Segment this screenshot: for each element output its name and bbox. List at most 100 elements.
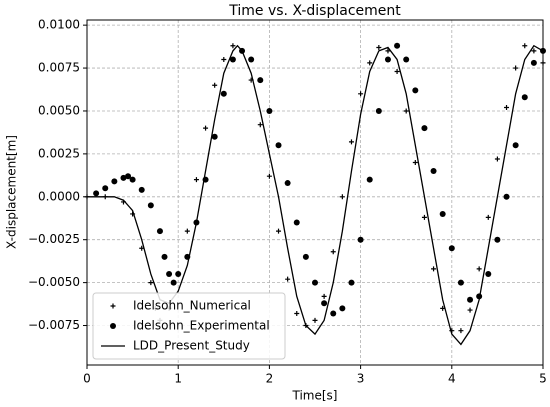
dot-marker: [302, 253, 309, 260]
plus-marker: [203, 125, 209, 131]
plus-marker: [285, 276, 291, 282]
dot-marker: [293, 219, 300, 226]
plus-marker: [367, 60, 373, 66]
dot-marker: [366, 176, 373, 183]
plus-marker: [321, 293, 327, 299]
dot-marker: [156, 228, 163, 235]
plus-marker: [221, 56, 227, 62]
dot-marker: [448, 245, 455, 252]
dot-marker: [375, 107, 382, 114]
dot-marker: [321, 300, 328, 307]
dot-marker: [439, 210, 446, 217]
dot-marker: [275, 142, 282, 149]
plus-marker: [385, 48, 391, 54]
y-tick-label: −0.0025: [28, 232, 80, 246]
plus-marker: [376, 44, 382, 50]
plus-marker: [485, 214, 491, 220]
dot-marker: [503, 193, 510, 200]
y-tick-label: −0.0075: [28, 318, 80, 332]
x-tick-label: 3: [357, 372, 365, 386]
dot-marker: [138, 186, 145, 193]
plus-marker: [513, 65, 519, 71]
plus-marker: [403, 108, 409, 114]
dot-marker: [284, 180, 291, 187]
dot-marker: [93, 190, 100, 197]
legend-label: Idelsohn_Numerical: [133, 299, 251, 313]
plus-marker: [257, 122, 263, 128]
dot-marker: [161, 253, 168, 260]
plus-marker: [266, 173, 272, 179]
plus-marker: [148, 280, 154, 286]
plus-marker: [348, 139, 354, 145]
x-tick-label: 1: [174, 372, 182, 386]
dot-marker: [248, 56, 255, 63]
x-tick-label: 2: [266, 372, 274, 386]
y-tick-label: 0.0050: [38, 103, 80, 117]
dot-marker: [129, 176, 136, 183]
dot-marker: [421, 125, 428, 132]
plus-marker: [276, 228, 282, 234]
dot-marker: [430, 168, 437, 175]
plus-marker: [184, 228, 190, 234]
dot-marker: [348, 279, 355, 286]
dot-marker: [394, 42, 401, 49]
dot-marker: [175, 271, 182, 278]
legend-dot: [110, 323, 116, 329]
dot-marker: [467, 296, 474, 303]
plus-marker: [476, 266, 482, 272]
plus-marker: [294, 311, 300, 317]
x-tick-label: 5: [539, 372, 547, 386]
dot-marker: [257, 77, 264, 84]
x-axis-label: Time[s]: [292, 389, 338, 403]
plus-marker: [458, 328, 464, 334]
plus-marker: [312, 317, 318, 323]
plus-marker: [339, 194, 345, 200]
dot-marker: [357, 236, 364, 243]
dot-marker: [530, 59, 537, 66]
dot-marker: [312, 279, 318, 286]
y-tick-label: 0.0000: [38, 189, 80, 203]
y-axis-label: X-displacement[m]: [5, 135, 19, 249]
y-tick-label: 0.0025: [38, 146, 80, 160]
dot-marker: [211, 133, 218, 140]
dot-marker: [166, 271, 173, 278]
dot-marker: [384, 56, 391, 63]
plus-marker: [494, 156, 500, 162]
plus-marker: [421, 214, 427, 220]
legend-label: LDD_Present_Study: [133, 339, 250, 353]
dot-marker: [494, 236, 501, 243]
plot-area: [84, 42, 546, 346]
dot-marker: [457, 279, 464, 286]
dot-marker: [339, 305, 346, 312]
axes-frame: [86, 19, 544, 366]
plus-marker: [358, 91, 364, 97]
plus-marker: [412, 159, 418, 165]
dot-marker: [170, 279, 177, 286]
plus-marker: [193, 177, 199, 183]
y-tick-label: 0.0075: [38, 61, 80, 75]
plus-marker: [467, 307, 473, 313]
dot-marker: [147, 202, 154, 209]
y-tick-label: −0.0050: [28, 275, 80, 289]
plus-marker: [394, 68, 400, 74]
plus-marker: [212, 82, 218, 88]
plus-marker: [504, 105, 510, 111]
dot-marker: [120, 174, 127, 181]
dot-marker: [220, 90, 227, 97]
plus-marker: [230, 43, 236, 49]
dot-marker: [125, 173, 132, 180]
x-tick-label: 4: [448, 372, 456, 386]
x-tick-label: 0: [83, 372, 91, 386]
dot-marker: [521, 94, 528, 101]
y-tick-label: 0.0100: [38, 18, 80, 32]
legend-label: Idelsohn_Experimental: [133, 319, 270, 333]
plus-marker: [431, 266, 437, 272]
chart-title: Time vs. X-displacement: [228, 3, 401, 19]
plus-marker: [531, 48, 537, 54]
dot-marker: [229, 56, 236, 63]
legend-plus: [110, 303, 116, 309]
dot-marker: [330, 310, 337, 317]
dot-marker: [403, 56, 410, 63]
legend: Idelsohn_Numerical Idelsohn_Experimental L…: [92, 292, 286, 360]
